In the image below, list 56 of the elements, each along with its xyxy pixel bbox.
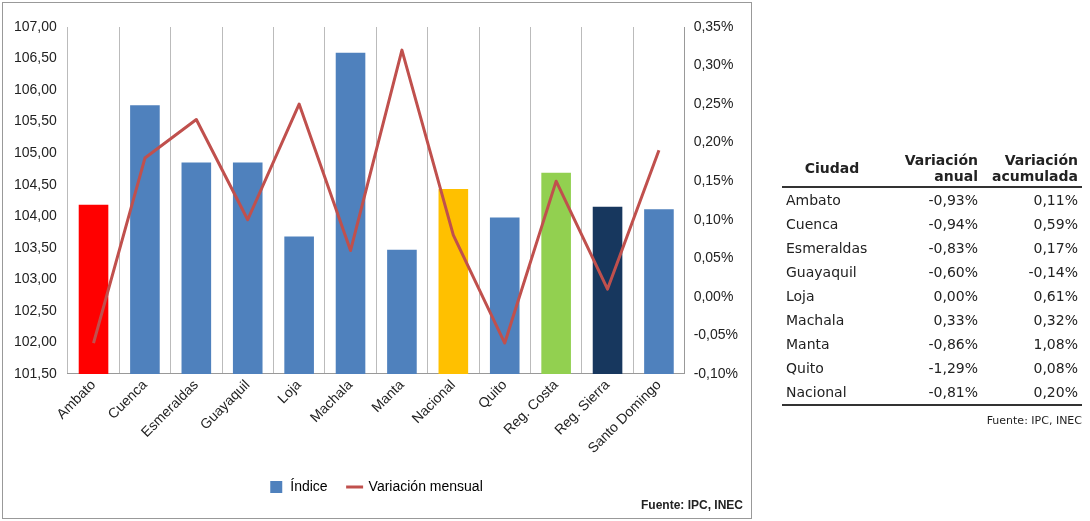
category-label: Cuenca xyxy=(786,216,839,232)
category-label: Variación acumulada xyxy=(982,150,1082,187)
category-label: Loja xyxy=(786,288,815,304)
y-tick-label: 104,50 xyxy=(13,175,58,192)
y-tick-label: 107,00 xyxy=(13,17,58,34)
y2-tick-label: 0,15% xyxy=(693,172,734,189)
category-label: Manta xyxy=(786,336,830,352)
text: -0,83% xyxy=(928,240,978,256)
y2-tick-label: 0,20% xyxy=(693,133,734,150)
text: Ciudad xyxy=(782,150,882,187)
category-label: Machala xyxy=(786,312,845,328)
text: 0,08% xyxy=(1033,360,1078,376)
y-tick-label: 102,00 xyxy=(13,333,58,350)
y2-tick-label: -0,05% xyxy=(693,326,738,343)
text: -0,86% xyxy=(928,336,978,352)
category-label: Esmeraldas xyxy=(786,240,868,256)
text: -0,60% xyxy=(928,264,978,280)
text: 0,61% xyxy=(1033,288,1078,304)
y-tick-label: 102,50 xyxy=(13,301,58,318)
y-tick-label: 103,50 xyxy=(13,238,58,255)
y2-tick-label: 0,00% xyxy=(693,287,734,304)
y-tick-label: 101,50 xyxy=(13,364,58,381)
text: 0,32% xyxy=(1033,312,1078,328)
text: -0,94% xyxy=(928,216,978,232)
source-note: Fuente: IPC, INEC xyxy=(985,414,1082,427)
text: -0,81% xyxy=(928,384,978,400)
text: 0,59% xyxy=(1033,216,1078,232)
category-label: Quito xyxy=(786,360,824,376)
y-tick-label: 105,00 xyxy=(13,144,58,160)
y2-tick-label: 0,05% xyxy=(693,249,734,266)
text: -1,29% xyxy=(928,360,978,376)
x-tick-label: Loja xyxy=(273,376,305,407)
y-tick-label: 104,00 xyxy=(13,207,58,224)
y-tick-label: 106,00 xyxy=(13,80,58,97)
text: 0,11% xyxy=(1033,192,1078,208)
y2-tick-label: 0,25% xyxy=(693,94,734,111)
source-note: Fuente: IPC, INEC xyxy=(640,498,744,513)
category-label: Ambato xyxy=(786,192,841,208)
text: -0,93% xyxy=(928,192,978,208)
y-tick-label: 106,50 xyxy=(13,49,58,66)
y2-tick-label: -0,10% xyxy=(693,364,738,381)
category-label: Guayaquil xyxy=(786,264,857,280)
text: 0,00% xyxy=(933,288,978,304)
category-label: Variación anual xyxy=(882,150,982,187)
y-tick-label: 103,00 xyxy=(13,270,58,287)
y2-tick-label: 0,30% xyxy=(693,56,734,73)
text: 1,08% xyxy=(1033,336,1078,352)
legend-label: Variación mensual xyxy=(368,477,483,494)
text: 0,33% xyxy=(933,312,978,328)
text: -0,14% xyxy=(1028,264,1078,280)
y2-tick-label: 0,35% xyxy=(693,17,734,34)
text: 0,17% xyxy=(1033,240,1078,256)
text: 0,20% xyxy=(1033,384,1078,400)
y2-tick-label: 0,10% xyxy=(693,210,734,227)
y-tick-label: 105,50 xyxy=(13,112,58,129)
legend-label: Índice xyxy=(290,477,328,494)
